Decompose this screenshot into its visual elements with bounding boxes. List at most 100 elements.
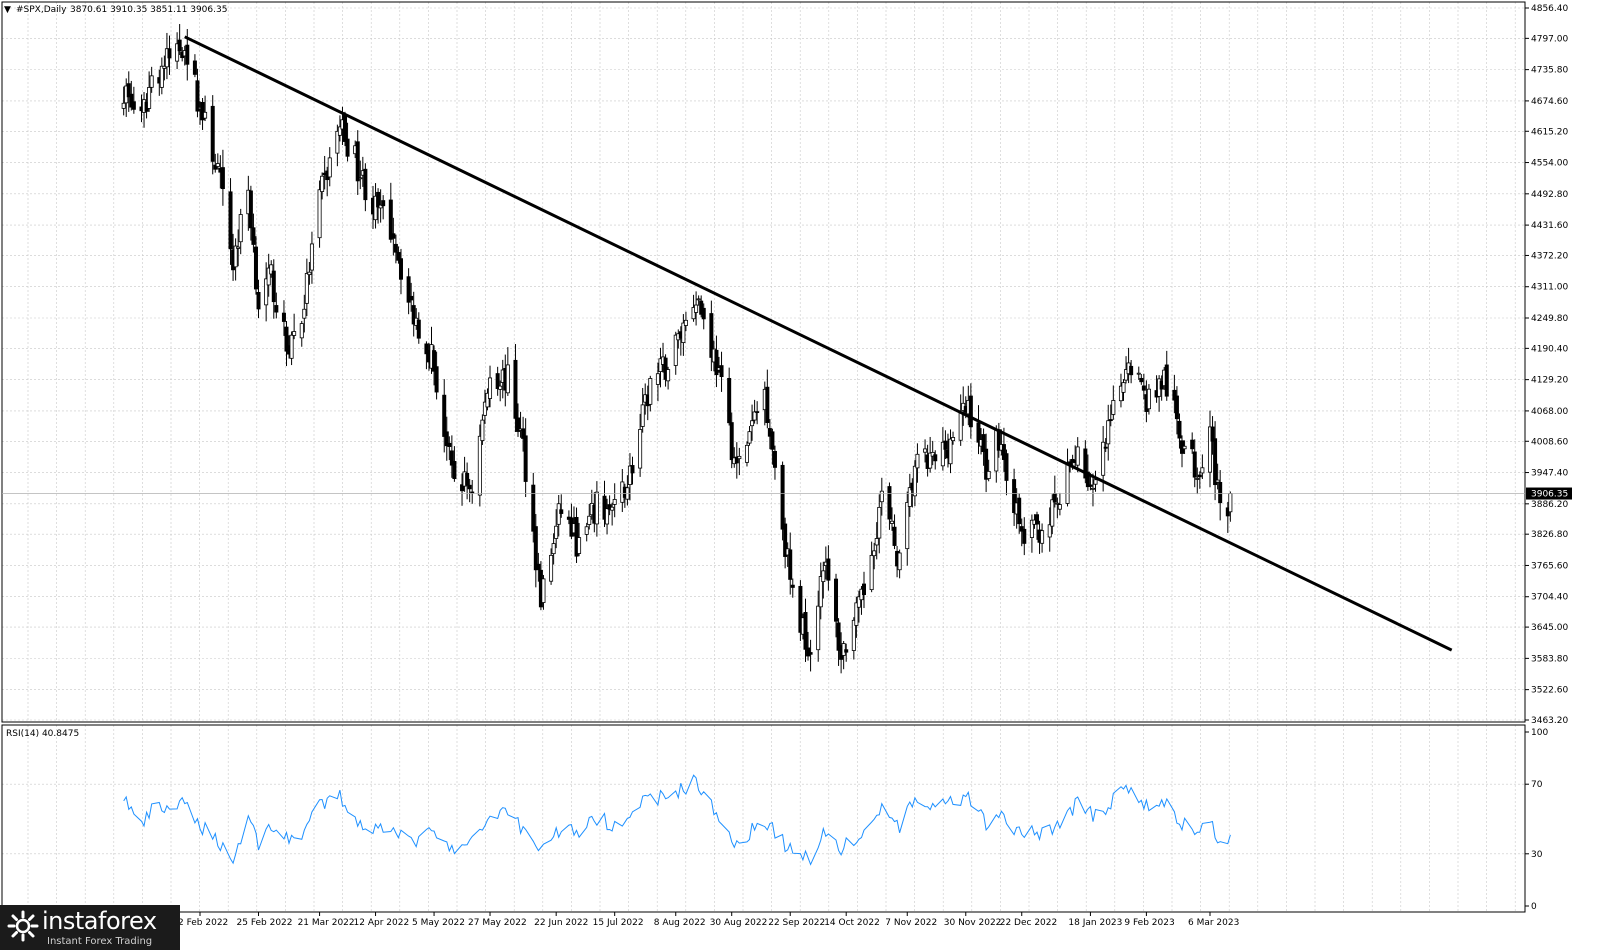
price-tick-label: 4674.60 xyxy=(1531,97,1568,107)
candle-body xyxy=(175,43,180,62)
candle xyxy=(256,279,261,319)
candle-body xyxy=(681,322,686,343)
candle-body xyxy=(470,491,475,494)
candle-body xyxy=(1017,497,1022,525)
date-tick-label: 22 Sep 2022 xyxy=(768,918,825,928)
price-tick-label: 4856.40 xyxy=(1531,4,1568,14)
candle xyxy=(1111,385,1116,420)
candle-body xyxy=(1172,389,1177,401)
candle-body xyxy=(465,472,470,486)
price-tick-label: 3583.80 xyxy=(1531,654,1568,664)
candle-body xyxy=(854,602,859,626)
candle xyxy=(388,182,393,243)
candle xyxy=(1228,491,1233,522)
candle xyxy=(897,549,902,579)
candle xyxy=(907,473,912,517)
candle xyxy=(460,473,465,506)
candle-body xyxy=(416,319,421,339)
candle xyxy=(432,345,437,386)
date-tick-label: 30 Nov 2022 xyxy=(944,918,1002,928)
logo-name: instaforex xyxy=(42,907,157,935)
candle xyxy=(480,414,485,445)
candle-body xyxy=(940,441,945,467)
rsi-tick-label: 30 xyxy=(1531,850,1543,860)
candle-body xyxy=(806,647,811,657)
candle xyxy=(854,596,859,638)
candle xyxy=(681,314,686,356)
candle xyxy=(307,262,312,285)
candle-body xyxy=(851,619,856,651)
date-tick-label: 5 May 2022 xyxy=(412,918,465,928)
candle-body xyxy=(363,168,368,201)
candle xyxy=(253,236,258,295)
candle-body xyxy=(1001,444,1006,460)
candle-body xyxy=(210,105,215,162)
candle-body xyxy=(958,411,963,441)
candle xyxy=(889,507,894,531)
candle-body xyxy=(798,585,803,633)
candle-body xyxy=(1047,524,1052,538)
candle-body xyxy=(411,305,416,325)
candle xyxy=(1035,511,1040,540)
candle xyxy=(856,590,861,623)
candle xyxy=(200,98,205,130)
candle xyxy=(772,445,777,480)
candle xyxy=(220,149,225,206)
candle xyxy=(790,578,795,598)
candle xyxy=(1139,374,1144,385)
candle-body xyxy=(177,39,182,52)
price-pane-border xyxy=(1,1,1526,723)
candle-body xyxy=(912,465,917,497)
candle xyxy=(594,481,599,537)
date-tick-label: 15 Jul 2022 xyxy=(593,918,644,928)
candle xyxy=(551,533,556,565)
price-tick-label: 3704.40 xyxy=(1531,593,1568,603)
candle xyxy=(345,122,350,162)
candle xyxy=(1090,473,1095,507)
candle-body xyxy=(358,177,363,180)
candle-body xyxy=(879,490,884,503)
candle-body xyxy=(513,359,518,419)
candle xyxy=(131,86,136,114)
candle xyxy=(714,335,719,388)
candle-body xyxy=(345,138,350,157)
candle-body xyxy=(701,307,706,320)
candle xyxy=(1057,492,1062,516)
candle-body xyxy=(976,422,981,443)
candle xyxy=(337,115,342,142)
candle xyxy=(808,639,813,672)
candle xyxy=(1177,413,1182,449)
candle xyxy=(536,552,541,582)
candle xyxy=(765,369,770,429)
candle xyxy=(915,443,920,483)
candle xyxy=(177,24,182,56)
candle-body xyxy=(378,204,383,209)
candle-body xyxy=(943,440,948,450)
candle-body xyxy=(480,419,485,441)
candle xyxy=(630,456,635,485)
candle-body xyxy=(167,48,172,59)
rsi-tick-label: 100 xyxy=(1531,728,1548,738)
candle xyxy=(281,300,286,336)
candle xyxy=(1012,468,1017,526)
candle xyxy=(1040,523,1045,553)
candle xyxy=(271,259,276,319)
candle-body xyxy=(264,278,269,306)
candle xyxy=(780,461,785,541)
candle-body xyxy=(640,404,645,427)
candle xyxy=(569,503,574,540)
candle-body xyxy=(783,523,788,557)
candle xyxy=(841,640,846,670)
candle-body xyxy=(986,470,991,479)
candle-body xyxy=(1228,493,1233,513)
candle xyxy=(269,260,274,278)
candle xyxy=(1121,379,1126,401)
candle-body xyxy=(907,487,912,507)
candle-body xyxy=(755,411,760,414)
candle-body xyxy=(765,386,770,423)
candle xyxy=(248,185,253,241)
candle xyxy=(887,482,892,530)
trendline xyxy=(184,35,1453,652)
candle xyxy=(559,494,564,518)
candle-body xyxy=(289,334,294,359)
